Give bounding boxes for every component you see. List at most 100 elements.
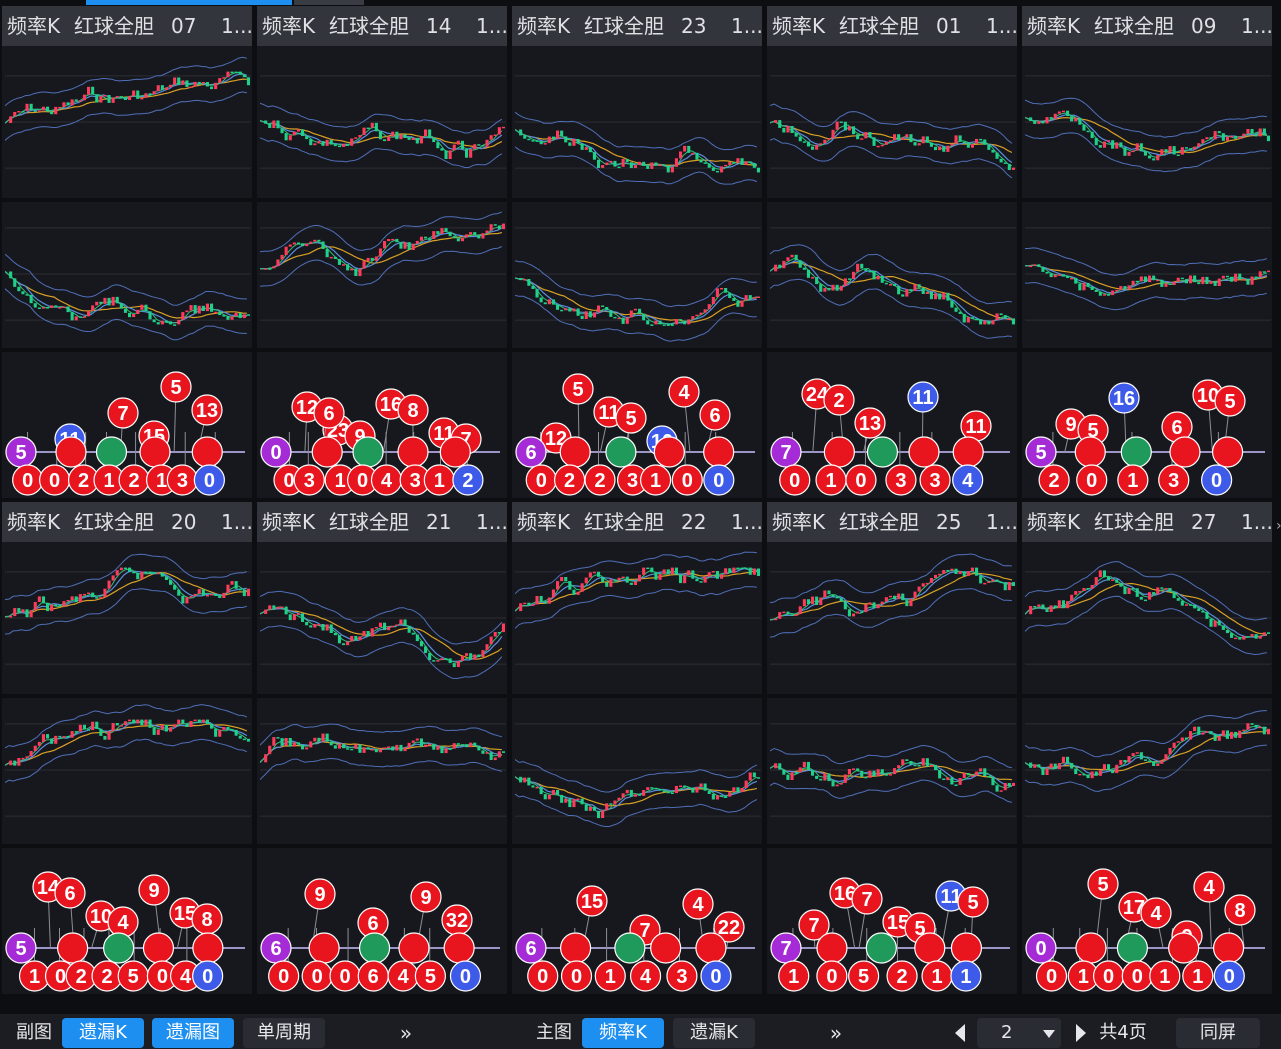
back-ball: 0 — [671, 464, 703, 496]
main-kline-chart[interactable] — [260, 546, 506, 690]
svg-text:5: 5 — [15, 938, 26, 960]
chart-panel[interactable]: 频率K 红球全胆 14 1... 23 16 11 12 9 8 7 6 0 0 3 1 0 4 3 1 2 — [257, 6, 507, 498]
main-frequency-k-button[interactable]: 频率K — [582, 1018, 664, 1048]
panel-freq-label: 频率K — [7, 510, 61, 534]
chart-panel[interactable]: 频率K 红球全胆 25 1... 16 15 11 7 7 5 5 7 1 0 5 2 1 1 — [767, 502, 1017, 994]
back-ball: 1 — [423, 464, 455, 496]
main-kline-chart[interactable] — [770, 546, 1016, 690]
purple-ball: 5 — [1025, 436, 1057, 468]
page-select[interactable]: 2 — [977, 1018, 1061, 1048]
front-ball: 8 — [1224, 894, 1256, 926]
chart-panel[interactable]: 频率K 红球全胆 21 1... 32 9 6 9 6 0 0 0 6 4 5 0 — [257, 502, 507, 994]
svg-text:5: 5 — [1097, 874, 1108, 896]
front-ball: 5 — [1087, 868, 1119, 900]
main-omission-k-button[interactable]: 遗漏K — [673, 1018, 755, 1048]
panel-title-bar[interactable]: 频率K 红球全胆 21 1... — [257, 502, 507, 542]
front-ball: 32 — [441, 904, 473, 936]
sub-kline-chart[interactable] — [515, 698, 761, 842]
sub-kline-chart[interactable] — [1025, 698, 1271, 842]
panel-more-label: 1... — [221, 14, 252, 38]
front-ball: 4 — [682, 888, 714, 920]
purple-ball: 5 — [5, 436, 37, 468]
panel-title-bar[interactable]: 频率K 红球全胆 22 1... — [512, 502, 762, 542]
ball-omission-chart[interactable]: 121110655460223100 — [515, 352, 761, 498]
panel-title-bar[interactable]: 频率K 红球全胆 23 1... — [512, 6, 762, 46]
ball-omission-chart[interactable]: 15131175500212130 — [5, 352, 251, 498]
panel-title-bar[interactable]: 频率K 红球全胆 27 1... — [1022, 502, 1272, 542]
ball-omission-chart[interactable]: 179854400100110 — [1025, 848, 1271, 994]
back-ball: 3 — [166, 464, 198, 496]
back-ball: 0 — [1201, 464, 1233, 496]
svg-text:5: 5 — [1035, 442, 1046, 464]
scroll-edge-icon: › — [1276, 518, 1281, 534]
panel-freq-label: 频率K — [1027, 14, 1081, 38]
sub-omission-chart-button[interactable]: 遗漏图 — [152, 1018, 234, 1048]
sub-kline-chart[interactable] — [260, 698, 506, 842]
chart-panel[interactable]: 频率K 红球全胆 09 1... 10 9 16 6 5 5 5 2 0 1 3 0 — [1022, 6, 1272, 498]
panel-title-bar[interactable]: 频率K 红球全胆 09 1... — [1022, 6, 1272, 46]
panel-title-bar[interactable]: 频率K 红球全胆 20 1... — [2, 502, 252, 542]
ball-omission-chart[interactable]: 24 13 11 11 2 7 0 1 0 3 3 4 — [770, 352, 1016, 498]
svg-text:16: 16 — [1113, 388, 1135, 410]
svg-text:0: 0 — [571, 966, 582, 988]
chart-panel[interactable]: 频率K 红球全胆 20 1... 15 14 10 9 8 6 4 5 1 0 2 2 5 0 4 0 — [2, 502, 252, 994]
main-kline-chart[interactable] — [515, 50, 761, 194]
svg-text:22: 22 — [718, 917, 740, 939]
ball-omission-chart[interactable]: 10 9 16 6 5 5 5 2 0 1 3 0 — [1025, 352, 1271, 498]
more-main-options-icon[interactable]: » — [829, 1021, 843, 1045]
panel-type-label: 红球全胆 — [584, 14, 664, 38]
ball-omission-chart[interactable]: 23 16 11 12 9 8 7 6 0 0 3 1 0 4 3 1 2 — [260, 352, 506, 498]
sub-kline-chart[interactable] — [5, 202, 251, 346]
ball-omission-chart[interactable]: 16 15 11 7 7 5 5 7 1 0 5 2 1 1 — [770, 848, 1016, 994]
sub-kline-chart[interactable] — [5, 698, 251, 842]
cluster-ball — [952, 436, 984, 468]
front-ball: 4 — [668, 376, 700, 408]
cluster-ball — [1074, 436, 1106, 468]
sub-kline-chart[interactable] — [1025, 202, 1271, 346]
panel-title-bar[interactable]: 频率K 红球全胆 14 1... — [257, 6, 507, 46]
next-page-icon[interactable] — [1076, 1024, 1086, 1042]
panel-number-label: 22 — [681, 510, 707, 534]
sub-kline-chart[interactable] — [260, 202, 506, 346]
panel-title-bar[interactable]: 频率K 红球全胆 07 1... — [2, 6, 252, 46]
prev-page-icon[interactable] — [955, 1024, 965, 1042]
single-cycle-button[interactable]: 单周期 — [243, 1018, 325, 1048]
main-kline-chart[interactable] — [515, 546, 761, 690]
main-kline-chart[interactable] — [5, 50, 251, 194]
back-ball: 0 — [845, 464, 877, 496]
svg-text:15: 15 — [581, 891, 603, 913]
ball-omission-chart[interactable]: 22 15 7 4 6 0 0 1 4 3 0 — [515, 848, 761, 994]
panel-title-bar[interactable]: 频率K 红球全胆 01 1... — [767, 6, 1017, 46]
main-kline-chart[interactable] — [1025, 546, 1271, 690]
svg-text:1: 1 — [156, 470, 167, 492]
sync-screen-button[interactable]: 同屏 — [1176, 1018, 1260, 1048]
cluster-ball — [950, 932, 983, 964]
sub-kline-chart[interactable] — [515, 202, 761, 346]
inactive-tab-indicator[interactable] — [294, 0, 364, 5]
svg-text:1: 1 — [103, 470, 114, 492]
svg-text:5: 5 — [15, 442, 26, 464]
main-kline-chart[interactable] — [260, 50, 506, 194]
sub-omission-k-button[interactable]: 遗漏K — [62, 1018, 144, 1048]
ball-omission-chart[interactable]: 15 14 10 9 8 6 4 5 1 0 2 2 5 0 4 0 — [5, 848, 251, 994]
back-ball: 5 — [848, 960, 880, 992]
ball-omission-chart[interactable]: 32 9 6 9 6 0 0 0 6 4 5 0 — [260, 848, 506, 994]
sub-kline-chart[interactable] — [770, 202, 1016, 346]
svg-text:9: 9 — [1065, 414, 1076, 436]
panel-title-bar[interactable]: 频率K 红球全胆 25 1... — [767, 502, 1017, 542]
chart-panel[interactable]: 频率K 红球全胆 22 1... 22 15 7 4 6 0 0 1 4 3 0 — [512, 502, 762, 994]
main-kline-chart[interactable] — [770, 50, 1016, 194]
back-ball: 4 — [370, 464, 403, 496]
more-sub-options-icon[interactable]: » — [399, 1021, 413, 1045]
panel-divider — [2, 348, 252, 352]
active-tab-indicator[interactable] — [86, 0, 292, 5]
chart-panel[interactable]: 频率K 红球全胆 01 1... 24 13 11 11 2 7 0 1 0 3 3 4 — [767, 6, 1017, 498]
main-kline-chart[interactable] — [5, 546, 251, 690]
sub-kline-chart[interactable] — [770, 698, 1016, 842]
back-ball: 1 — [1149, 960, 1181, 992]
svg-text:10: 10 — [1197, 385, 1219, 407]
main-kline-chart[interactable] — [1025, 50, 1271, 194]
